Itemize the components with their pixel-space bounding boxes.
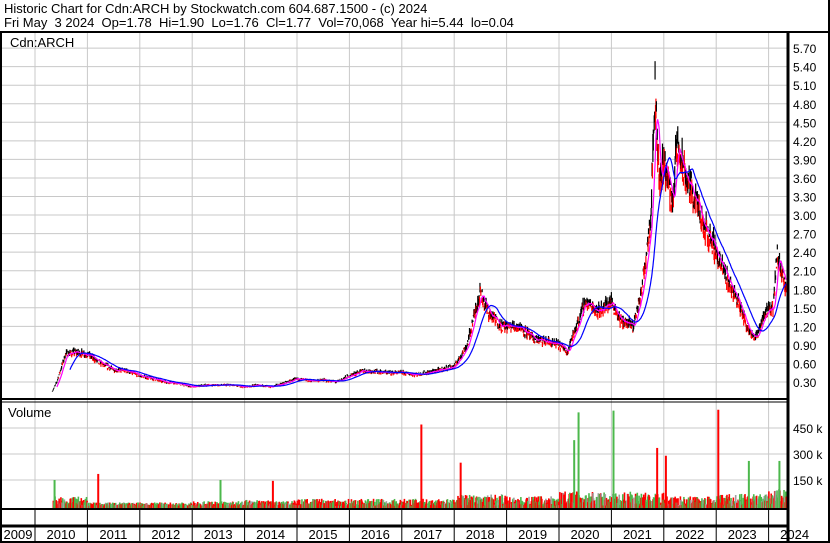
price-tick-label: 4.80 [793, 98, 817, 112]
price-tick-label: 5.40 [793, 61, 817, 75]
year-label: 2023 [728, 527, 757, 542]
year-label: 2024 [780, 527, 809, 542]
price-tick-label: 2.10 [793, 265, 817, 279]
price-tick-label: 0.60 [793, 357, 817, 371]
price-tick-label: 2.70 [793, 228, 817, 242]
volume-panel-label: Volume [8, 405, 51, 420]
year-label: 2012 [151, 527, 180, 542]
year-label: 2016 [361, 527, 390, 542]
year-label: 2020 [571, 527, 600, 542]
volume-tick-label: 150 k [793, 474, 823, 488]
year-label: 2018 [466, 527, 495, 542]
year-label: 2015 [309, 527, 338, 542]
price-tick-label: 0.30 [793, 376, 817, 390]
year-label: 2009 [4, 527, 33, 542]
price-tick-label: 1.20 [793, 320, 817, 334]
price-tick-label: 3.90 [793, 153, 817, 167]
year-label: 2021 [623, 527, 652, 542]
year-label: 2014 [256, 527, 285, 542]
long-moving-average-line [69, 157, 787, 387]
chart-title: Historic Chart for Cdn:ARCH by Stockwatc… [4, 1, 428, 16]
year-label: 2013 [204, 527, 233, 542]
quote-summary: Fri May 3 2024 Op=1.78 Hi=1.90 Lo=1.76 C… [4, 15, 514, 30]
volume-tick-label: 300 k [793, 448, 823, 462]
price-tick-label: 4.50 [793, 116, 817, 130]
year-label: 2010 [47, 527, 76, 542]
price-tick-label: 0.90 [793, 339, 817, 353]
year-label: 2022 [675, 527, 704, 542]
price-tick-label: 1.80 [793, 283, 817, 297]
price-tick-label: 4.20 [793, 135, 817, 149]
year-label: 2019 [518, 527, 547, 542]
price-tick-label: 3.30 [793, 191, 817, 205]
price-tick-label: 1.50 [793, 302, 817, 316]
year-label: 2017 [413, 527, 442, 542]
price-tick-label: 3.60 [793, 172, 817, 186]
price-tick-label: 2.40 [793, 246, 817, 260]
price-tick-label: 5.70 [793, 42, 817, 56]
volume-tick-label: 450 k [793, 422, 823, 436]
year-label: 2011 [99, 527, 127, 542]
price-panel-label: Cdn:ARCH [10, 35, 74, 50]
price-tick-label: 3.00 [793, 209, 817, 223]
price-tick-label: 5.10 [793, 79, 817, 93]
